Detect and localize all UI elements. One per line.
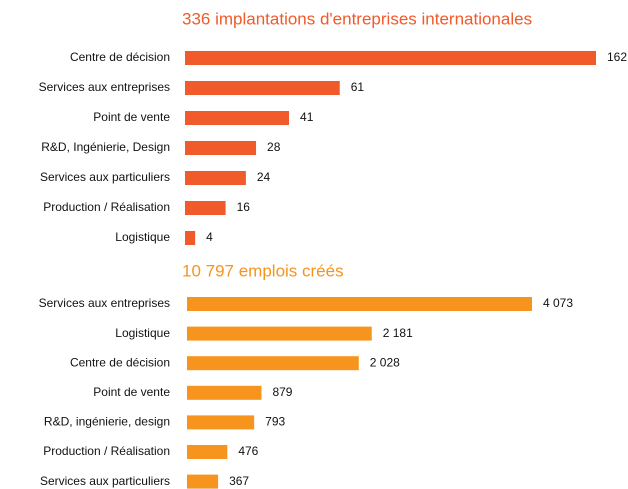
bar — [185, 81, 340, 95]
value-label: 2 028 — [370, 355, 400, 369]
category-label: Logistique — [115, 326, 170, 340]
bar — [187, 385, 262, 400]
chart-title: 336 implantations d'entreprises internat… — [182, 9, 532, 28]
value-label: 4 — [206, 230, 213, 244]
category-label: Logistique — [115, 230, 170, 244]
category-label: Point de vente — [93, 385, 170, 399]
value-label: 793 — [265, 415, 285, 429]
bar — [187, 297, 532, 311]
bar — [187, 415, 255, 430]
bar — [185, 51, 596, 65]
value-label: 162 — [607, 50, 627, 64]
category-label: Production / Réalisation — [43, 200, 170, 214]
category-label: Point de vente — [93, 110, 170, 124]
bar — [185, 141, 257, 155]
value-label: 28 — [267, 140, 281, 154]
value-label: 4 073 — [543, 296, 573, 310]
bar — [185, 111, 290, 125]
chart-title: 10 797 emplois créés — [182, 261, 344, 280]
bar — [185, 201, 226, 215]
value-label: 476 — [238, 444, 258, 458]
value-label: 367 — [229, 474, 249, 488]
category-label: R&D, Ingénierie, Design — [41, 140, 170, 154]
bar — [187, 326, 372, 341]
bar — [185, 231, 196, 245]
category-label: Services aux entreprises — [39, 296, 170, 310]
value-label: 16 — [237, 200, 251, 214]
category-label: Services aux entreprises — [39, 80, 170, 94]
category-label: Production / Réalisation — [43, 444, 170, 458]
category-label: Services aux particuliers — [40, 170, 170, 184]
category-label: Centre de décision — [70, 355, 170, 369]
category-label: Services aux particuliers — [40, 474, 170, 488]
bar — [187, 445, 228, 459]
bar — [187, 356, 359, 371]
value-label: 879 — [272, 385, 292, 399]
bar — [187, 474, 219, 489]
bar — [185, 171, 246, 185]
value-label: 24 — [257, 170, 271, 184]
value-label: 61 — [351, 80, 365, 94]
category-label: Centre de décision — [70, 50, 170, 64]
value-label: 2 181 — [383, 326, 413, 340]
value-label: 41 — [300, 110, 314, 124]
category-label: R&D, ingénierie, design — [44, 415, 170, 429]
